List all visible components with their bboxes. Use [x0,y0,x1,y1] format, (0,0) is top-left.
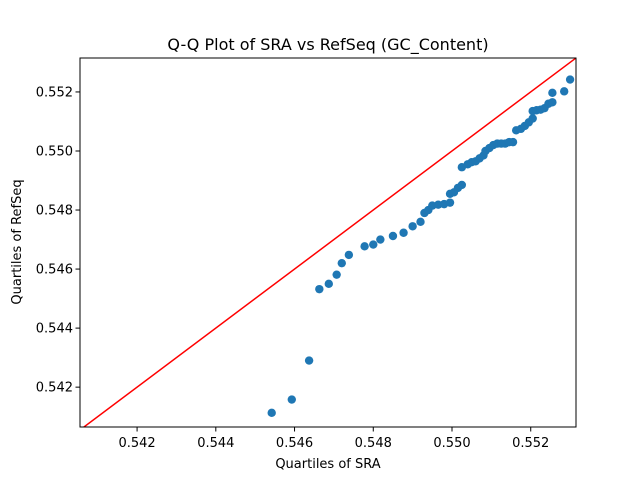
x-tick-label: 0.542 [118,436,155,451]
y-tick-label: 0.546 [36,263,73,278]
qq-point [267,408,276,418]
qq-point [559,87,569,96]
plot-frame [79,57,577,428]
qq-point [369,240,378,249]
x-tick-label: 0.550 [433,436,470,451]
qq-point [332,270,341,279]
y-tick-label: 0.552 [36,85,73,100]
x-tick-label: 0.544 [197,436,234,451]
y-tick-label: 0.550 [36,144,73,159]
qq-point [508,137,518,147]
x-tick-label: 0.552 [512,436,549,451]
y-tick-label: 0.542 [36,381,73,396]
qq-point [457,180,467,190]
y-tick-label: 0.544 [36,322,73,337]
qq-point [324,279,333,289]
qq-point [287,395,296,404]
qq-point [445,198,455,207]
x-tick-label: 0.548 [355,436,392,451]
qq-point [565,75,575,84]
qq-point [399,228,408,237]
chart-title: Q-Q Plot of SRA vs RefSeq (GC_Content) [167,35,488,55]
x-tick-label: 0.546 [276,436,313,451]
qq-point [344,250,354,260]
qq-point [548,98,557,107]
qq-point [528,114,537,123]
qq-point [337,258,346,268]
qq-point [408,222,417,231]
reference-line [82,58,576,427]
qq-point [376,235,385,244]
qq-point [548,88,557,98]
qq-point [315,284,324,294]
y-tick-label: 0.548 [36,204,73,219]
qq-point [304,356,314,365]
qq-point [416,217,425,227]
qq-point [360,242,369,251]
y-axis-title: Quartiles of RefSeq [10,179,25,304]
qq-point [388,231,398,241]
x-axis-title: Quartiles of SRA [275,457,380,472]
